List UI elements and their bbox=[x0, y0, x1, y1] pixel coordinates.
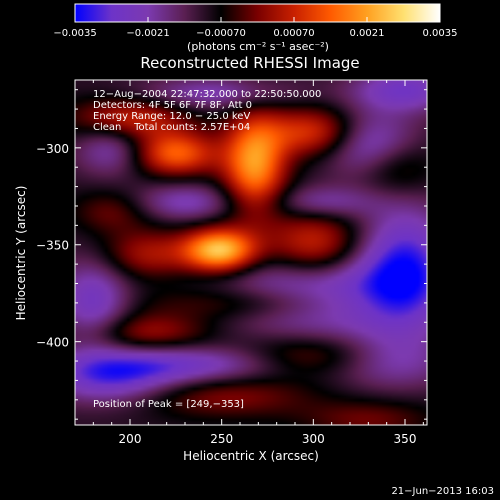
heatmap-image bbox=[75, 80, 427, 425]
x-axis-label: Heliocentric X (arcsec) bbox=[183, 449, 319, 463]
x-tick-label: 350 bbox=[394, 432, 417, 446]
y-tick-label: −400 bbox=[36, 336, 69, 350]
colorbar-tick-label: 0.0035 bbox=[423, 28, 458, 39]
annotation-energy-range: Energy Range: 12.0 − 25.0 keV bbox=[93, 111, 250, 122]
x-tick-label: 200 bbox=[119, 432, 142, 446]
y-tick-label: −350 bbox=[36, 239, 69, 253]
x-tick-label: 250 bbox=[210, 432, 233, 446]
colorbar-tick-label: −0.0035 bbox=[53, 28, 96, 39]
colorbar-ticks: −0.0035 −0.0021 −0.00070 0.00070 0.0021 0.003… bbox=[53, 17, 458, 39]
annotation-time-range: 12−Aug−2004 22:47:32.000 to 22:50:50.000 bbox=[93, 89, 321, 100]
colorbar-frame bbox=[74, 3, 441, 23]
annotation-detectors: Detectors: 4F 5F 6F 7F 8F, Att 0 bbox=[93, 100, 252, 111]
colorbar-unit-label: (photons cm⁻² s⁻¹ asec⁻²) bbox=[187, 40, 329, 53]
colorbar-tick-label: −0.00070 bbox=[196, 28, 246, 39]
annotation-clean-counts: Clean Total counts: 2.57E+04 bbox=[93, 122, 250, 133]
x-axis-ticks: 200 250 300 350 bbox=[92, 80, 424, 446]
peak-position-label: Position of Peak = [249,−353] bbox=[93, 399, 244, 410]
y-axis-label: Heliocentric Y (arcsec) bbox=[14, 186, 28, 321]
y-tick-label: −300 bbox=[36, 142, 69, 156]
plot-frame bbox=[74, 79, 428, 426]
timestamp-label: 21−Jun−2013 16:03 bbox=[391, 486, 494, 497]
colorbar bbox=[75, 4, 440, 22]
colorbar-tick-label: −0.0021 bbox=[126, 28, 169, 39]
colorbar-tick-label: 0.00070 bbox=[273, 28, 314, 39]
annotation-block: 12−Aug−2004 22:47:32.000 to 22:50:50.000… bbox=[93, 89, 321, 133]
x-tick-label: 300 bbox=[302, 432, 325, 446]
colorbar-tick-label: 0.0021 bbox=[350, 28, 385, 39]
chart-title: Reconstructed RHESSI Image bbox=[140, 54, 359, 72]
y-axis-ticks: −300 −350 −400 bbox=[36, 89, 427, 420]
